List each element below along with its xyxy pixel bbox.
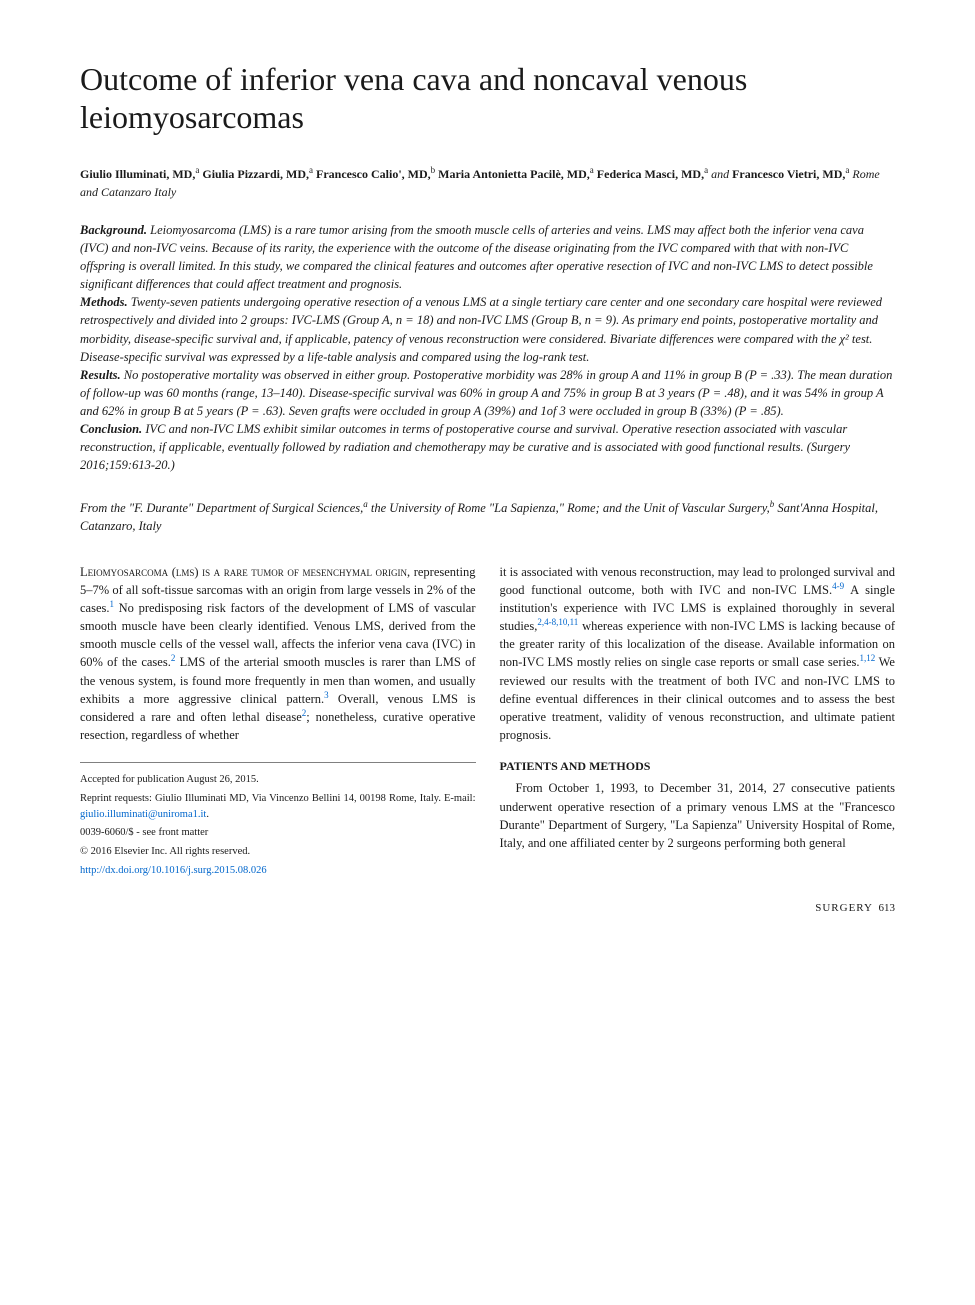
abstract-results-text: No postoperative mortality was observed … [80, 368, 892, 418]
footnote-reprint-label: Reprint requests: Giulio Illuminati MD, … [80, 793, 476, 804]
footnotes-block: Accepted for publication August 26, 2015… [80, 762, 476, 879]
abstract-methods: Methods. Twenty-seven patients undergoin… [80, 293, 895, 366]
footer-journal: SURGERY [815, 902, 873, 914]
page-footer: SURGERY 613 [80, 902, 895, 914]
doi-link[interactable]: http://dx.doi.org/10.1016/j.surg.2015.08… [80, 865, 267, 876]
affiliations: From the "F. Durante" Department of Surg… [80, 499, 895, 535]
abstract-background-text: Leiomyosarcoma (LMS) is a rare tumor ari… [80, 223, 873, 291]
column-left: Leiomyosarcoma (lms) is a rare tumor of … [80, 563, 476, 882]
reprint-email-link[interactable]: giulio.illuminati@uniroma1.it [80, 809, 206, 820]
abstract-background: Background. Leiomyosarcoma (LMS) is a ra… [80, 221, 895, 294]
abstract-methods-text: Twenty-seven patients undergoing operati… [80, 295, 882, 363]
abstract-conclusion-label: Conclusion. [80, 422, 142, 436]
abstract-methods-label: Methods. [80, 295, 128, 309]
abstract-results-label: Results. [80, 368, 121, 382]
footer-page-number: 613 [879, 902, 896, 914]
column-right: it is associated with venous reconstruct… [500, 563, 896, 882]
body-paragraph: From October 1, 1993, to December 31, 20… [500, 779, 896, 852]
abstract-background-label: Background. [80, 223, 147, 237]
footnote-reprint: Reprint requests: Giulio Illuminati MD, … [80, 791, 476, 823]
body-paragraph: it is associated with venous reconstruct… [500, 563, 896, 744]
abstract-conclusion-text: IVC and non-IVC LMS exhibit similar outc… [80, 422, 850, 472]
article-title: Outcome of inferior vena cava and noncav… [80, 60, 895, 137]
footnote-accepted: Accepted for publication August 26, 2015… [80, 772, 476, 788]
author-line: Giulio Illuminati, MD,a Giulia Pizzardi,… [80, 165, 895, 201]
footnote-issn: 0039-6060/$ - see front matter [80, 825, 476, 841]
abstract-conclusion: Conclusion. IVC and non-IVC LMS exhibit … [80, 420, 895, 474]
footnote-copyright: © 2016 Elsevier Inc. All rights reserved… [80, 844, 476, 860]
abstract: Background. Leiomyosarcoma (LMS) is a ra… [80, 221, 895, 475]
body-columns: Leiomyosarcoma (lms) is a rare tumor of … [80, 563, 895, 882]
body-paragraph: Leiomyosarcoma (lms) is a rare tumor of … [80, 563, 476, 744]
abstract-results: Results. No postoperative mortality was … [80, 366, 895, 420]
section-heading-methods: PATIENTS AND METHODS [500, 758, 896, 775]
